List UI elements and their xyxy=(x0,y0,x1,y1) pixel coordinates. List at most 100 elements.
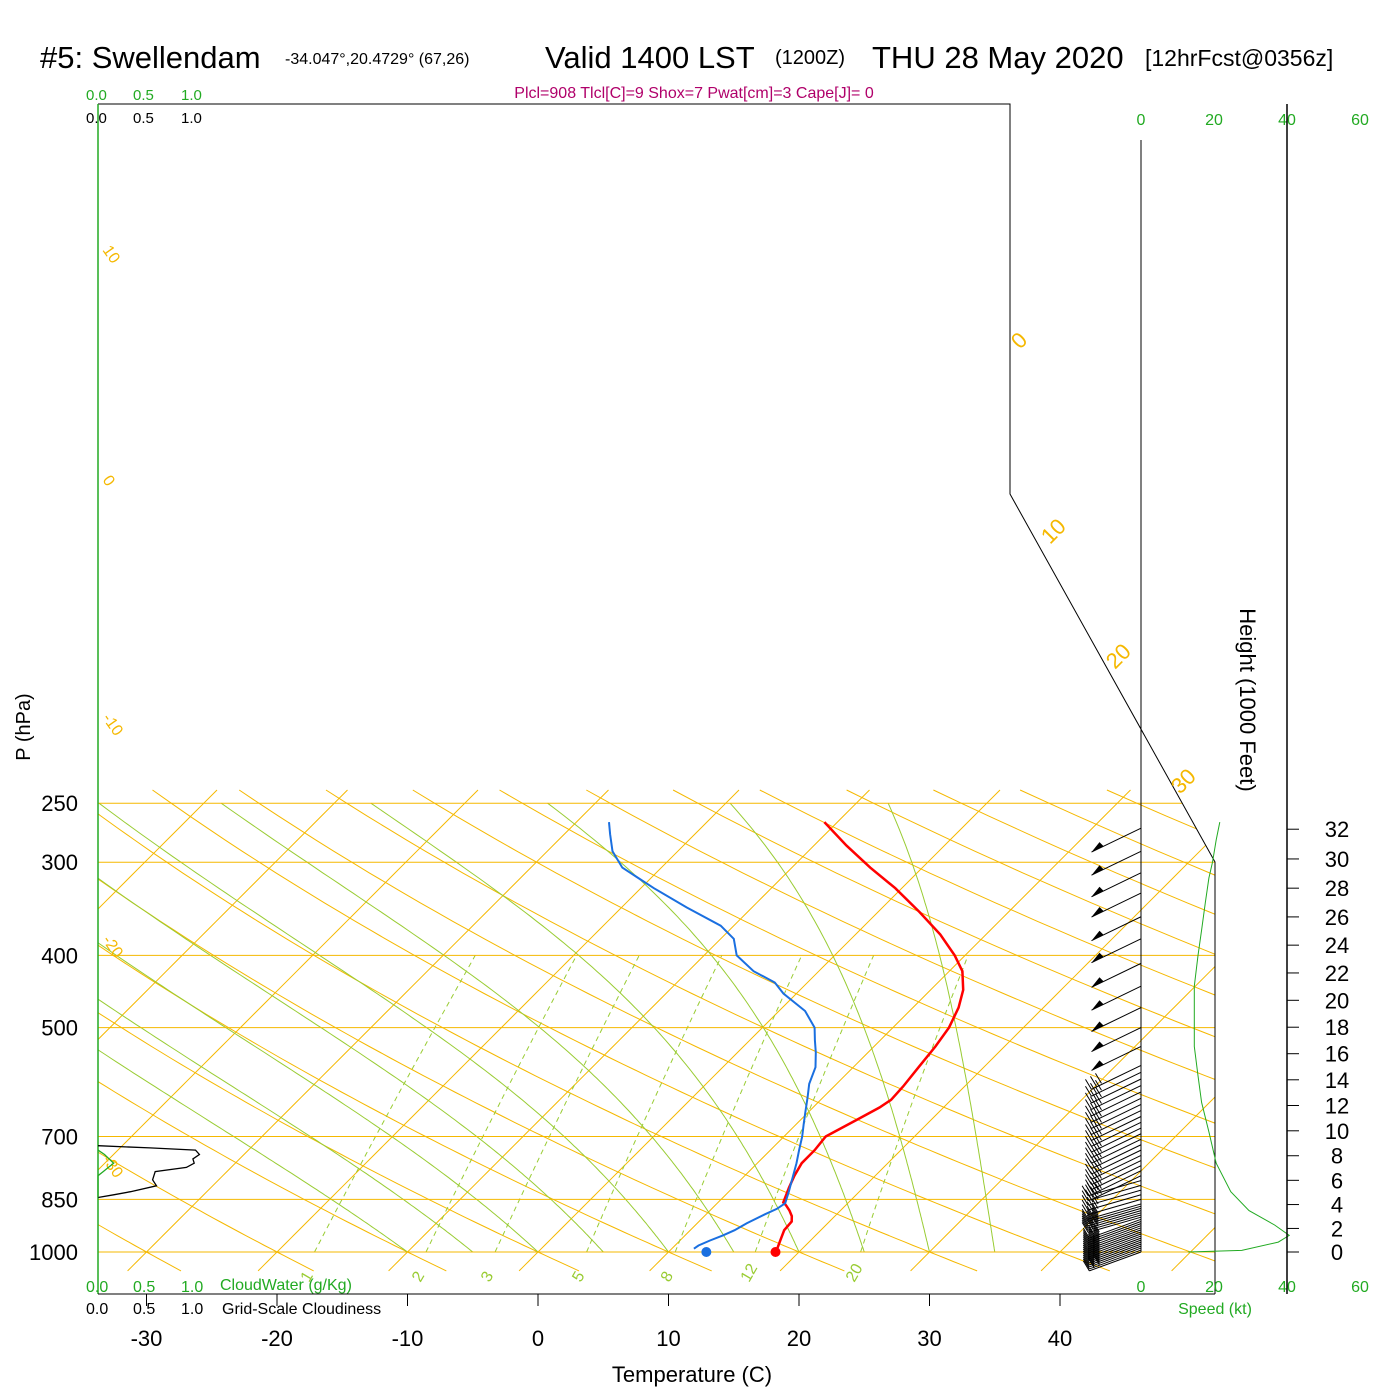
wind-barb xyxy=(1091,1046,1142,1071)
wind-barb xyxy=(1089,1227,1142,1248)
wind-barb-feather xyxy=(1087,1255,1095,1267)
wind-barb xyxy=(1091,1007,1142,1032)
speed-axis-label: Speed (kt) xyxy=(1178,1301,1252,1318)
wind-barb-feather xyxy=(1087,1227,1095,1238)
wind-barb-feather xyxy=(1085,1184,1092,1195)
pressure-tick-label: 700 xyxy=(41,1125,78,1150)
wind-barb-feather xyxy=(1087,1249,1095,1261)
wind-barb xyxy=(1091,1160,1142,1185)
wind-barb-feather xyxy=(1086,1210,1094,1221)
wind-barb-feather xyxy=(1085,1118,1092,1129)
wind-barb-feather xyxy=(1085,1105,1092,1117)
wind-barb-feather xyxy=(1086,1208,1094,1219)
wind-barb xyxy=(1089,1225,1142,1246)
dry-adiabat-line xyxy=(1367,790,1400,1271)
dry-adiabat-label: 10 xyxy=(99,243,123,267)
dry-adiabat-line xyxy=(98,789,182,1272)
cloudwater-profile xyxy=(97,1149,115,1198)
svg-text:1.0: 1.0 xyxy=(181,1279,203,1296)
wind-barb-feather xyxy=(1081,1219,1089,1231)
mixing-ratio-line xyxy=(754,955,875,1253)
dry-adiabat-label: -10 xyxy=(99,711,126,740)
height-tick-label: 22 xyxy=(1325,961,1349,986)
temperature-profile xyxy=(774,821,965,1253)
pressure-axis-ticks: 250 300 400 500 700 850 1000 xyxy=(29,791,78,1265)
mixing-ratio-line xyxy=(674,955,803,1253)
cloudiness-bottom-scale: 0.0 0.5 1.0 Grid-Scale Cloudiness xyxy=(86,1301,381,1318)
wind-barb-feather xyxy=(1081,1199,1089,1211)
wind-barb xyxy=(1088,1203,1142,1220)
wind-barb xyxy=(1089,1220,1142,1241)
wind-barb-feather xyxy=(1090,1176,1097,1187)
wind-barb xyxy=(1091,1110,1142,1135)
wind-barb xyxy=(1091,1071,1142,1097)
dewpoint-profile xyxy=(608,822,817,1250)
pressure-tick-label: 850 xyxy=(41,1187,78,1212)
temperature-tick-label: 20 xyxy=(787,1326,811,1351)
wind-barb-feather xyxy=(1085,1163,1092,1175)
temperature-tick-label: 10 xyxy=(656,1326,680,1351)
mixing-ratio-label: 20 xyxy=(843,1261,867,1285)
wind-barb-feather xyxy=(1081,1215,1089,1227)
dry-adiabat-line xyxy=(152,789,1110,1272)
wind-barb-feather xyxy=(1081,1204,1089,1215)
wind-barb-flag xyxy=(1091,1021,1104,1032)
x-axis-label: Temperature (C) xyxy=(612,1362,772,1387)
wind-barb-feather xyxy=(1082,1240,1090,1252)
svg-text:0.5: 0.5 xyxy=(133,1279,155,1296)
wind-barb-flag xyxy=(1091,1060,1104,1071)
wind-barb xyxy=(1089,1249,1142,1270)
wind-speed-profile xyxy=(1188,822,1291,1253)
wind-barb-feather xyxy=(1090,1144,1097,1155)
temperature-axis-ticks: -30 -20 -10 0 10 20 30 40 xyxy=(131,1294,1072,1351)
wind-barb-flag xyxy=(1091,865,1104,876)
wind-barb xyxy=(1091,1144,1142,1170)
moist-adiabat-lines xyxy=(98,802,996,1253)
wind-barb-feather xyxy=(1082,1260,1090,1272)
wind-barb-feather xyxy=(1086,1214,1094,1226)
svg-text:1.0: 1.0 xyxy=(181,87,202,104)
wind-barb xyxy=(1091,1078,1142,1104)
mixing-ratio-lines xyxy=(314,955,969,1253)
wind-barb-feather xyxy=(1085,1085,1092,1097)
wind-barb-feather xyxy=(1085,1141,1092,1153)
moist-adiabat-line xyxy=(98,802,604,1253)
cloudiness-profile xyxy=(97,1145,201,1199)
wind-barb-feather xyxy=(1090,1108,1097,1120)
wind-barb xyxy=(1091,1027,1142,1052)
wind-barb-feather xyxy=(1095,1173,1102,1184)
dry-adiabat-label: 0 xyxy=(99,473,118,490)
pressure-tick-label: 400 xyxy=(41,943,78,968)
moist-adiabat-line xyxy=(98,802,474,1253)
temperature-tick-label: -10 xyxy=(392,1326,424,1351)
height-tick-label: 30 xyxy=(1325,847,1349,872)
wind-barb xyxy=(1089,1237,1142,1258)
speed-tick-top: 60 xyxy=(1351,112,1369,129)
mixing-ratio-line xyxy=(586,955,723,1253)
wind-barb-feather xyxy=(1081,1195,1089,1206)
isotherm-label: 20 xyxy=(1101,639,1136,674)
temperature-tick-label: -20 xyxy=(261,1326,293,1351)
wind-barb xyxy=(1089,1231,1142,1252)
wind-barb xyxy=(1089,1251,1142,1272)
wind-barb-feather xyxy=(1087,1231,1095,1242)
dry-adiabat-line xyxy=(412,789,1215,1272)
wind-barb-feather xyxy=(1085,1092,1092,1104)
wind-barb-feather xyxy=(1085,1099,1092,1110)
isotherm-label: 30 xyxy=(1166,764,1201,799)
height-tick-label: 16 xyxy=(1325,1042,1349,1067)
wind-barb-feather xyxy=(1087,1245,1095,1257)
wind-barb xyxy=(1088,1194,1142,1211)
wind-barb-feather xyxy=(1095,1183,1102,1194)
height-axis-label: Height (1000 Feet) xyxy=(1235,608,1260,791)
wind-barb-feather xyxy=(1086,1201,1094,1212)
isotherm-line xyxy=(388,789,870,1272)
wind-barb xyxy=(1089,1239,1142,1260)
dry-adiabat-label: -30 xyxy=(99,1153,126,1182)
cloudwater-title: CloudWater (g/Kg) xyxy=(220,1277,352,1294)
wind-barb-feather xyxy=(1082,1242,1090,1254)
isotherm-line xyxy=(649,789,1131,1272)
